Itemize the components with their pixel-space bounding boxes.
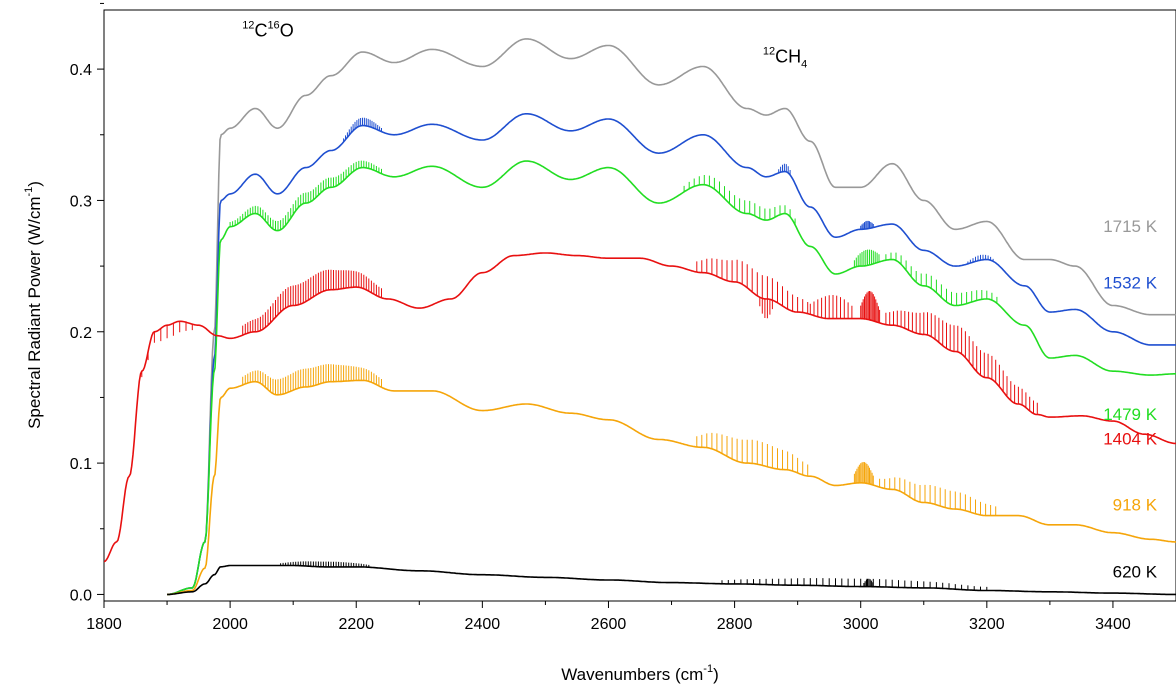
x-tick-label: 3400 [1095, 616, 1131, 633]
y-axis-title-base: Spectral Radiant Power (W/cm [25, 197, 44, 429]
x-tick-label: 2000 [212, 616, 248, 633]
rovibrational-lines [778, 163, 791, 175]
x-tick-label: 1800 [86, 616, 122, 633]
rovibrational-lines [242, 269, 382, 336]
series-1715-k [167, 38, 1176, 596]
rovibrational-lines [696, 432, 809, 477]
series-line [167, 38, 1176, 596]
series-line [167, 564, 1176, 596]
plot-area-frame [103, 9, 1176, 602]
rovibrational-lines [853, 462, 874, 486]
annotation-part: CH [775, 47, 801, 67]
annotation-part: O [280, 20, 294, 40]
x-tick-label: 2800 [717, 616, 753, 633]
rovibrational-lines [683, 175, 796, 225]
x-tick-label: 2400 [465, 616, 501, 633]
series-label: 918 K [1113, 495, 1158, 514]
y-tick-label: 0.3 [70, 193, 92, 210]
co-annotation: 12C16O [242, 19, 294, 40]
rovibrational-lines [343, 117, 382, 142]
axis-layer: 1800 2000 2200 2400 2600 2800 3000 3200 3400 0.0 0… [70, 2, 1131, 633]
rovibrational-lines [853, 249, 880, 268]
series-1404-k [104, 252, 1176, 563]
x-tick-label: 2600 [591, 616, 627, 633]
x-axis-title-sup: -1 [703, 663, 713, 675]
x-tick-label: 2200 [338, 616, 374, 633]
y-axis-title: Spectral Radiant Power (W/cm-1) [23, 181, 44, 429]
rovibrational-lines [696, 258, 809, 314]
series-918-k [167, 364, 1176, 596]
annotation-part: 16 [267, 19, 279, 31]
x-axis-title-base: Wavenumbers (cm [561, 665, 703, 684]
series-label: 1404 K [1103, 430, 1158, 449]
annotation-part: 4 [801, 59, 807, 71]
rovibrational-lines [885, 252, 998, 306]
ch4-annotation: 12CH4 [763, 46, 807, 71]
series-line [167, 379, 1176, 596]
rovibrational-lines [721, 578, 988, 591]
y-axis-title-sup: -1 [23, 187, 35, 197]
rovibrational-lines [242, 364, 382, 395]
annotation-part: C [254, 20, 267, 40]
series-line [104, 252, 1176, 563]
annotation-part: 12 [763, 46, 775, 58]
series-layer [104, 38, 1176, 596]
series-1479-k [167, 160, 1176, 596]
x-axis-title-tail: ) [713, 665, 719, 684]
rovibrational-lines [860, 291, 881, 323]
series-label: 1715 K [1103, 217, 1158, 236]
series-label: 1479 K [1103, 405, 1158, 424]
rovibrational-lines [759, 297, 773, 319]
series-label: 1532 K [1103, 273, 1158, 292]
rovibrational-lines [809, 295, 853, 319]
rovibrational-lines [967, 254, 994, 264]
y-tick-label: 0.2 [70, 325, 92, 342]
series-line [167, 113, 1176, 596]
y-tick-label: 0.1 [70, 456, 92, 473]
y-tick-label: 0.4 [70, 62, 92, 79]
x-tick-label: 3200 [969, 616, 1005, 633]
series-1532-k [167, 113, 1176, 596]
rovibrational-lines [885, 310, 1038, 415]
y-tick-label: 0.0 [70, 587, 92, 604]
rovibrational-lines [280, 561, 370, 568]
annotation-part: 12 [242, 19, 254, 31]
rovibrational-lines [229, 160, 382, 231]
series-620-k [167, 561, 1176, 596]
y-axis-title-tail: ) [25, 181, 44, 187]
series-line [167, 160, 1176, 596]
rovibrational-lines [879, 477, 997, 516]
x-axis-title: Wavenumbers (cm-1) [561, 663, 718, 684]
rovibrational-lines [141, 321, 193, 378]
x-tick-label: 3000 [843, 616, 879, 633]
rovibrational-lines [860, 220, 874, 230]
rovibrational-lines [863, 578, 874, 587]
series-label: 620 K [1113, 562, 1158, 581]
